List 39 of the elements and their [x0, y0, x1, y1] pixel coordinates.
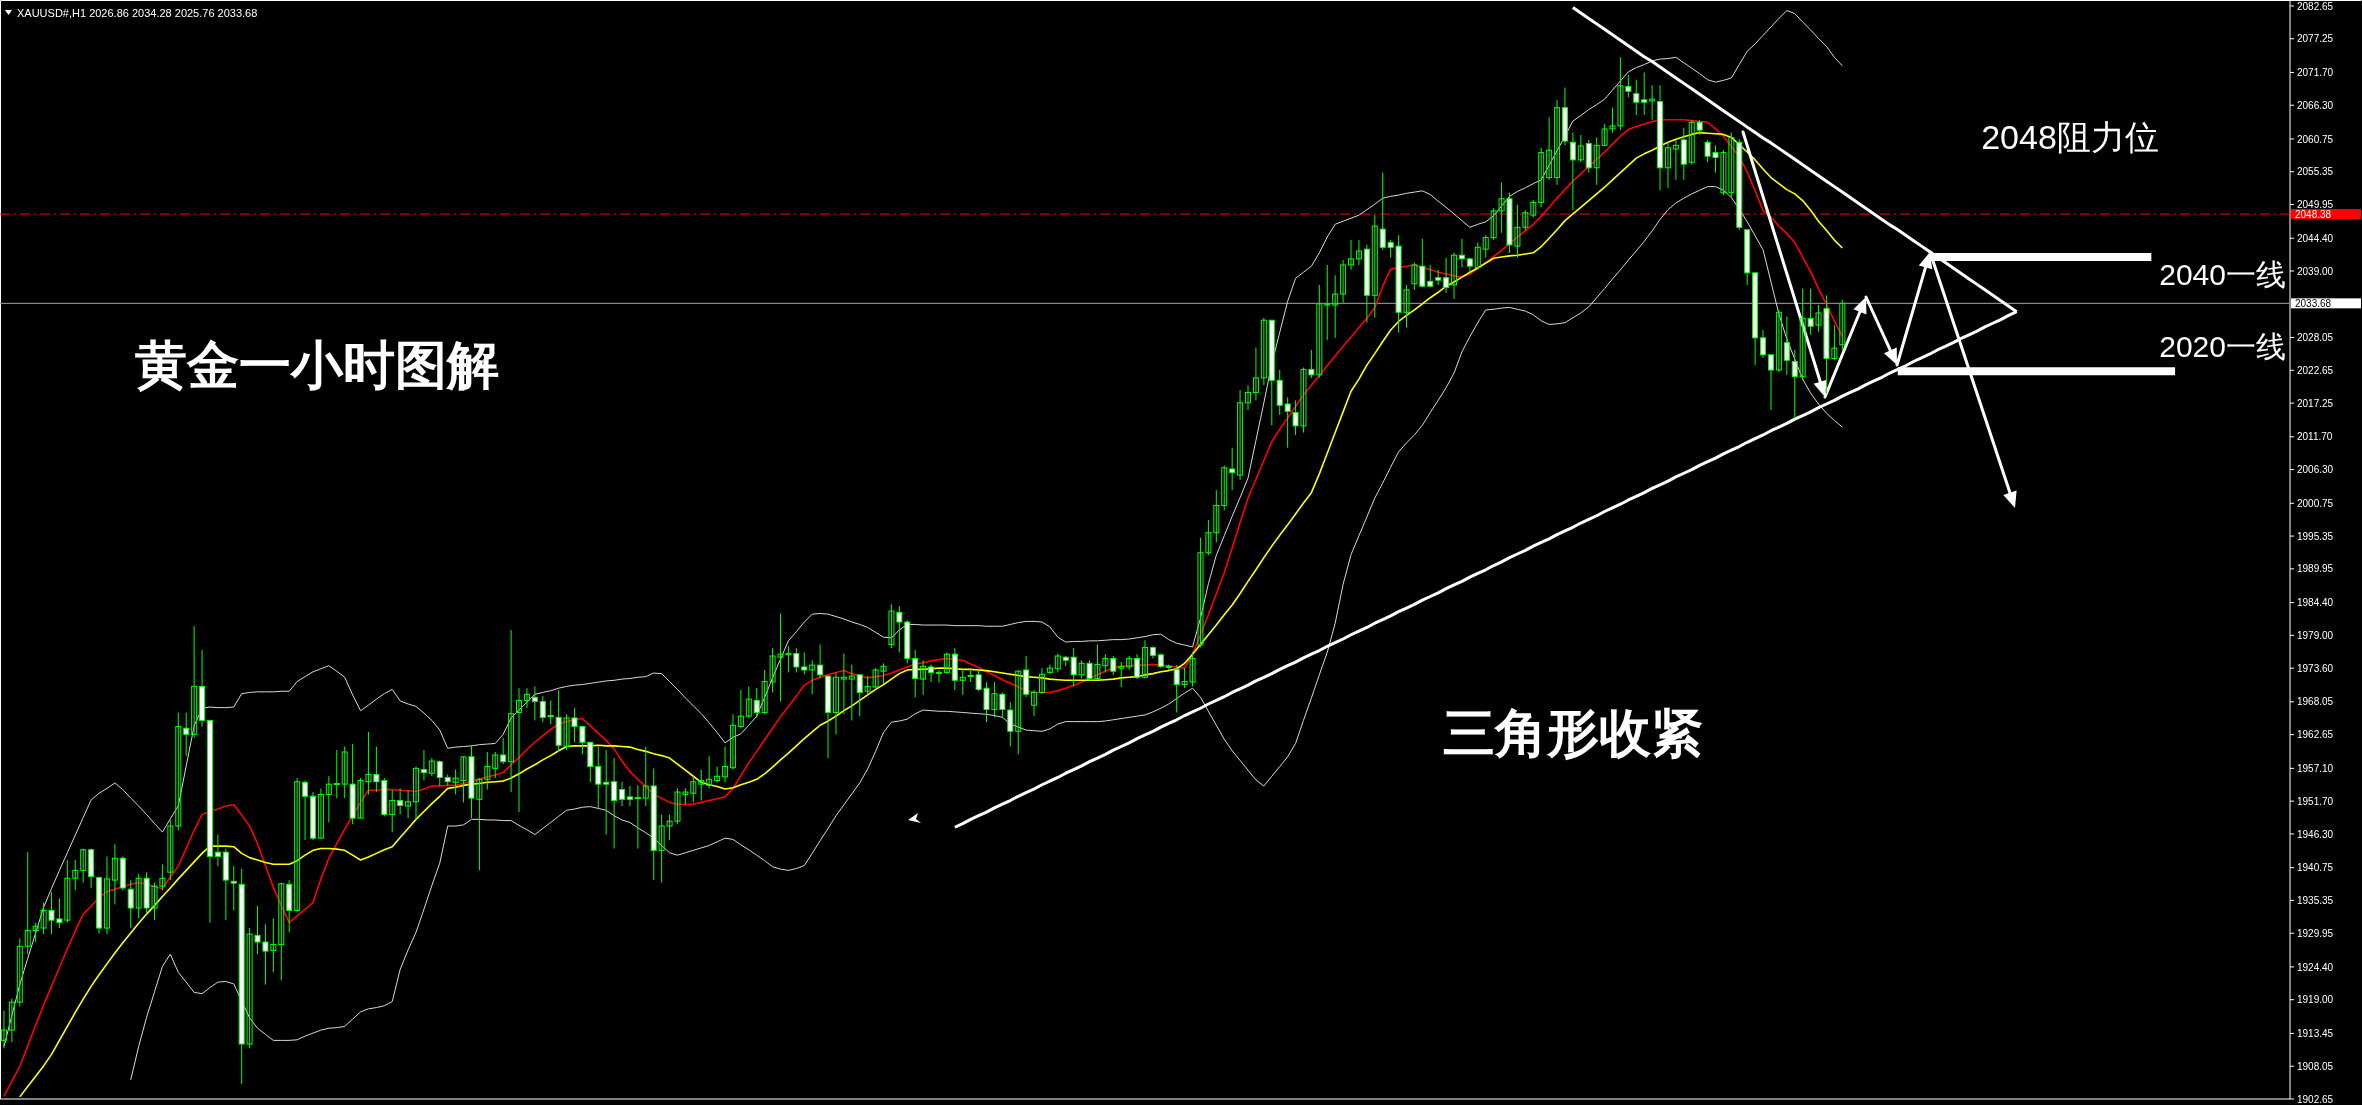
y-tick-label: 1946.30: [2297, 828, 2334, 840]
ref-line-label: 2048.38: [2295, 208, 2332, 220]
y-tick-label: 1935.35: [2297, 895, 2334, 907]
y-tick-label: 2082.65: [2297, 0, 2334, 12]
annotation: 黄金一小时图解: [135, 336, 499, 394]
y-tick-label: 1995.35: [2297, 530, 2334, 542]
y-tick-label: 2028.05: [2297, 332, 2334, 344]
y-tick-label: 1968.05: [2297, 696, 2334, 708]
y-tick-label: 2011.70: [2297, 431, 2333, 443]
y-tick-label: 1973.60: [2297, 662, 2334, 674]
y-tick-label: 2060.75: [2297, 133, 2334, 145]
y-tick-label: 1924.40: [2297, 961, 2334, 973]
y-tick-label: 2077.25: [2297, 33, 2334, 45]
y-tick-label: 2055.35: [2297, 166, 2334, 178]
text: XAUUSD#,H1 2026.86 2034.28 2025.76 2033.68: [17, 7, 258, 19]
annotation: 三角形收紧: [1443, 704, 1703, 762]
y-tick-label: 2044.40: [2297, 232, 2334, 244]
y-tick-label: 2049.95: [2297, 199, 2334, 211]
y-tick-label: 1929.95: [2297, 927, 2334, 939]
y-tick-label: 2000.75: [2297, 497, 2334, 509]
y-tick-label: 1919.00: [2297, 994, 2334, 1006]
y-tick-label: 1951.70: [2297, 795, 2334, 807]
y-tick-label: 2039.00: [2297, 265, 2334, 277]
y-tick-label: 1902.65: [2297, 1093, 2334, 1105]
y-tick-label: 2017.25: [2297, 397, 2334, 409]
y-tick-label: 1940.75: [2297, 862, 2334, 874]
ref-line-label: 2033.68: [2295, 297, 2332, 309]
y-tick-label: 2022.65: [2297, 364, 2334, 376]
y-tick-label: 1984.40: [2297, 597, 2334, 609]
y-tick-label: 1989.95: [2297, 563, 2334, 575]
y-tick-label: 1908.05: [2297, 1060, 2334, 1072]
y-tick-label: 2006.30: [2297, 464, 2334, 476]
y-tick-label: 1979.00: [2297, 629, 2334, 641]
y-tick-label: 2066.30: [2297, 99, 2334, 111]
y-tick-label: 1957.10: [2297, 762, 2334, 774]
y-tick-label: 1962.65: [2297, 729, 2334, 741]
y-tick-label: 1913.45: [2297, 1028, 2334, 1040]
annotation: 2048阻力位: [1981, 118, 2159, 156]
y-tick-label: 2071.70: [2297, 67, 2334, 79]
